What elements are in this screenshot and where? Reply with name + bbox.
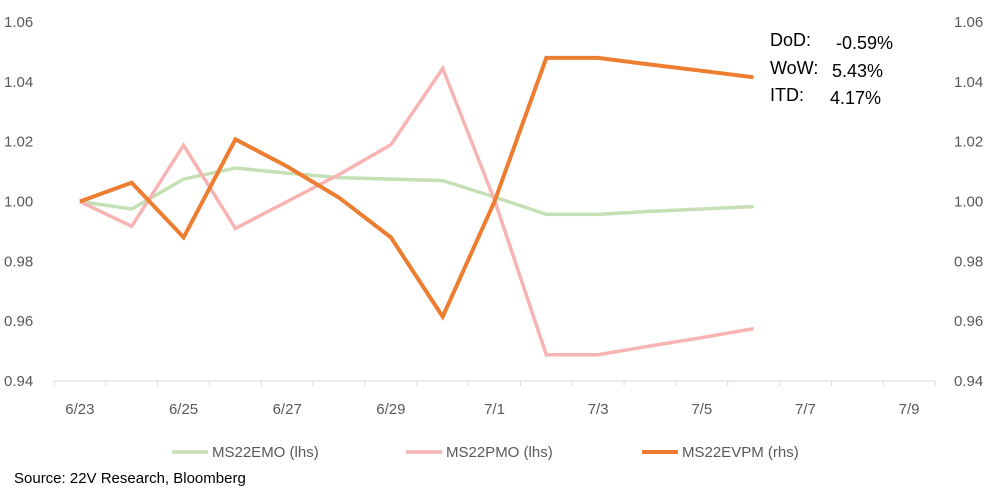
y-right-tick-label: 1.02 (954, 134, 983, 151)
y-right-tick-label: 1.04 (954, 74, 983, 91)
x-tick-label: 7/7 (795, 401, 816, 418)
y-left-tick-label: 1.02 (4, 134, 33, 151)
y-left-tick-label: 0.96 (4, 313, 33, 330)
y-right-tick-label: 0.94 (954, 373, 983, 390)
x-tick-label: 7/3 (588, 401, 609, 418)
series-line-3 (79, 55, 754, 321)
x-tick-label: 7/5 (691, 401, 712, 418)
y-axis-left: 0.94 0.96 0.98 1.00 1.02 1.04 1.06 (4, 14, 33, 390)
y-right-tick-label: 1.00 (954, 194, 983, 211)
stats-annotation: DoD: -0.59% WoW: 5.43% ITD: 4.17% (770, 30, 893, 108)
legend: MS22EMO (lhs) MS22PMO (lhs) MS22EVPM (rhs) (172, 444, 799, 461)
x-tick-label: 6/23 (65, 401, 94, 418)
legend-label: MS22PMO (lhs) (446, 444, 553, 461)
stat-label: ITD: (770, 85, 804, 105)
stat-value: -0.59% (836, 33, 893, 53)
x-tick-label: 6/27 (273, 401, 302, 418)
legend-label: MS22EMO (lhs) (212, 444, 319, 461)
chart-axes (53, 380, 936, 386)
y-left-tick-label: 1.04 (4, 74, 33, 91)
stat-value: 5.43% (832, 61, 883, 81)
x-tick-label: 7/1 (484, 401, 505, 418)
stat-label: WoW: (770, 58, 818, 78)
y-right-tick-label: 0.98 (954, 253, 983, 270)
x-tick-label: 6/29 (376, 401, 405, 418)
series-lines (79, 55, 754, 357)
x-tick-label: 7/9 (899, 401, 920, 418)
y-left-tick-label: 1.00 (4, 194, 33, 211)
stat-value: 4.17% (830, 88, 881, 108)
x-axis: 6/23 6/25 6/27 6/29 7/1 7/3 7/5 7/7 7/9 (65, 401, 919, 418)
y-left-tick-label: 1.06 (4, 14, 33, 31)
stat-label: DoD: (770, 30, 811, 50)
y-left-tick-label: 0.98 (4, 253, 33, 270)
y-left-tick-label: 0.94 (4, 373, 33, 390)
y-axis-right: 0.94 0.96 0.98 1.00 1.02 1.04 1.06 (954, 14, 983, 390)
legend-label: MS22EVPM (rhs) (682, 444, 799, 461)
y-right-tick-label: 1.06 (954, 14, 983, 31)
series-line-1 (79, 166, 754, 217)
series-line-2 (79, 64, 754, 357)
source-note: Source: 22V Research, Bloomberg (14, 470, 246, 487)
y-right-tick-label: 0.96 (954, 313, 983, 330)
x-tick-label: 6/25 (169, 401, 198, 418)
